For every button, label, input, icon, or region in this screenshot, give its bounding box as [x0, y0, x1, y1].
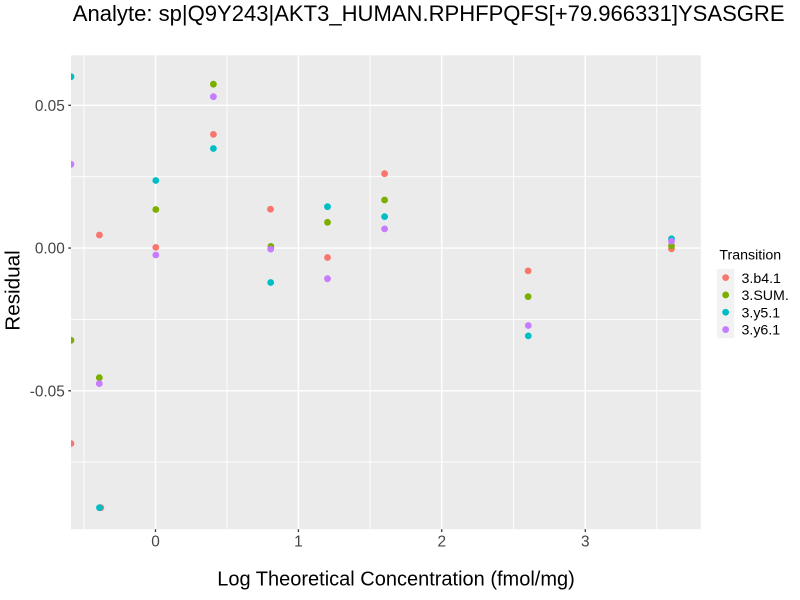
svg-text:0.00: 0.00	[35, 241, 65, 258]
svg-text:1: 1	[294, 533, 303, 550]
svg-text:Log Theoretical Concentration: Log Theoretical Concentration (fmol/mg)	[217, 569, 575, 591]
svg-text:3.SUM.: 3.SUM.	[742, 288, 789, 304]
svg-text:0: 0	[151, 533, 160, 550]
svg-text:3: 3	[581, 533, 590, 550]
svg-text:2: 2	[437, 533, 446, 550]
svg-text:Transition: Transition	[719, 247, 781, 263]
svg-text:3.y5.1: 3.y5.1	[742, 305, 781, 321]
svg-text:3.b4.1: 3.b4.1	[742, 271, 782, 287]
svg-text:Analyte: sp|Q9Y243|AKT3_HUMAN.: Analyte: sp|Q9Y243|AKT3_HUMAN.RPHFPQFS[+…	[73, 1, 785, 26]
svg-text:3.y6.1: 3.y6.1	[742, 323, 781, 339]
svg-text:0.05: 0.05	[35, 98, 65, 115]
svg-text:Residual: Residual	[2, 250, 25, 331]
svg-text:-0.05: -0.05	[30, 383, 65, 400]
